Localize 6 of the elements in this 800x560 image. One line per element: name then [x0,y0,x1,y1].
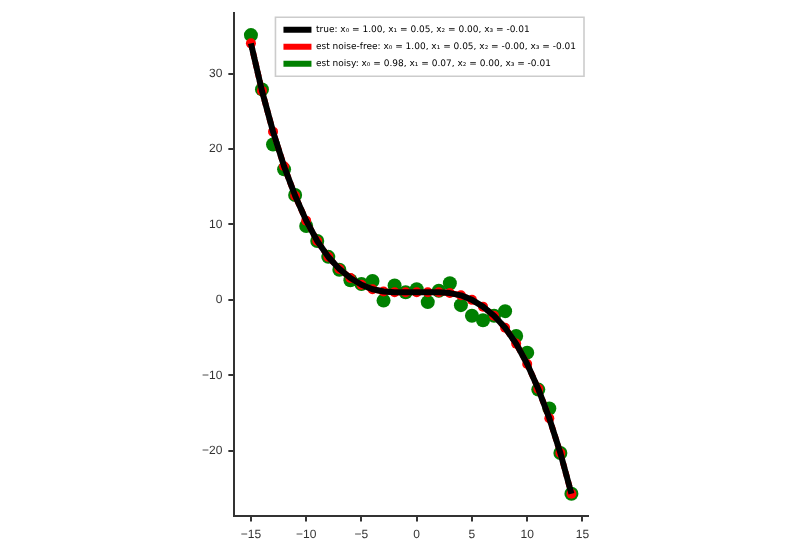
point [420,295,435,310]
point [442,276,457,291]
point [453,298,468,313]
point [464,308,479,323]
point [498,304,513,319]
point [476,313,491,328]
